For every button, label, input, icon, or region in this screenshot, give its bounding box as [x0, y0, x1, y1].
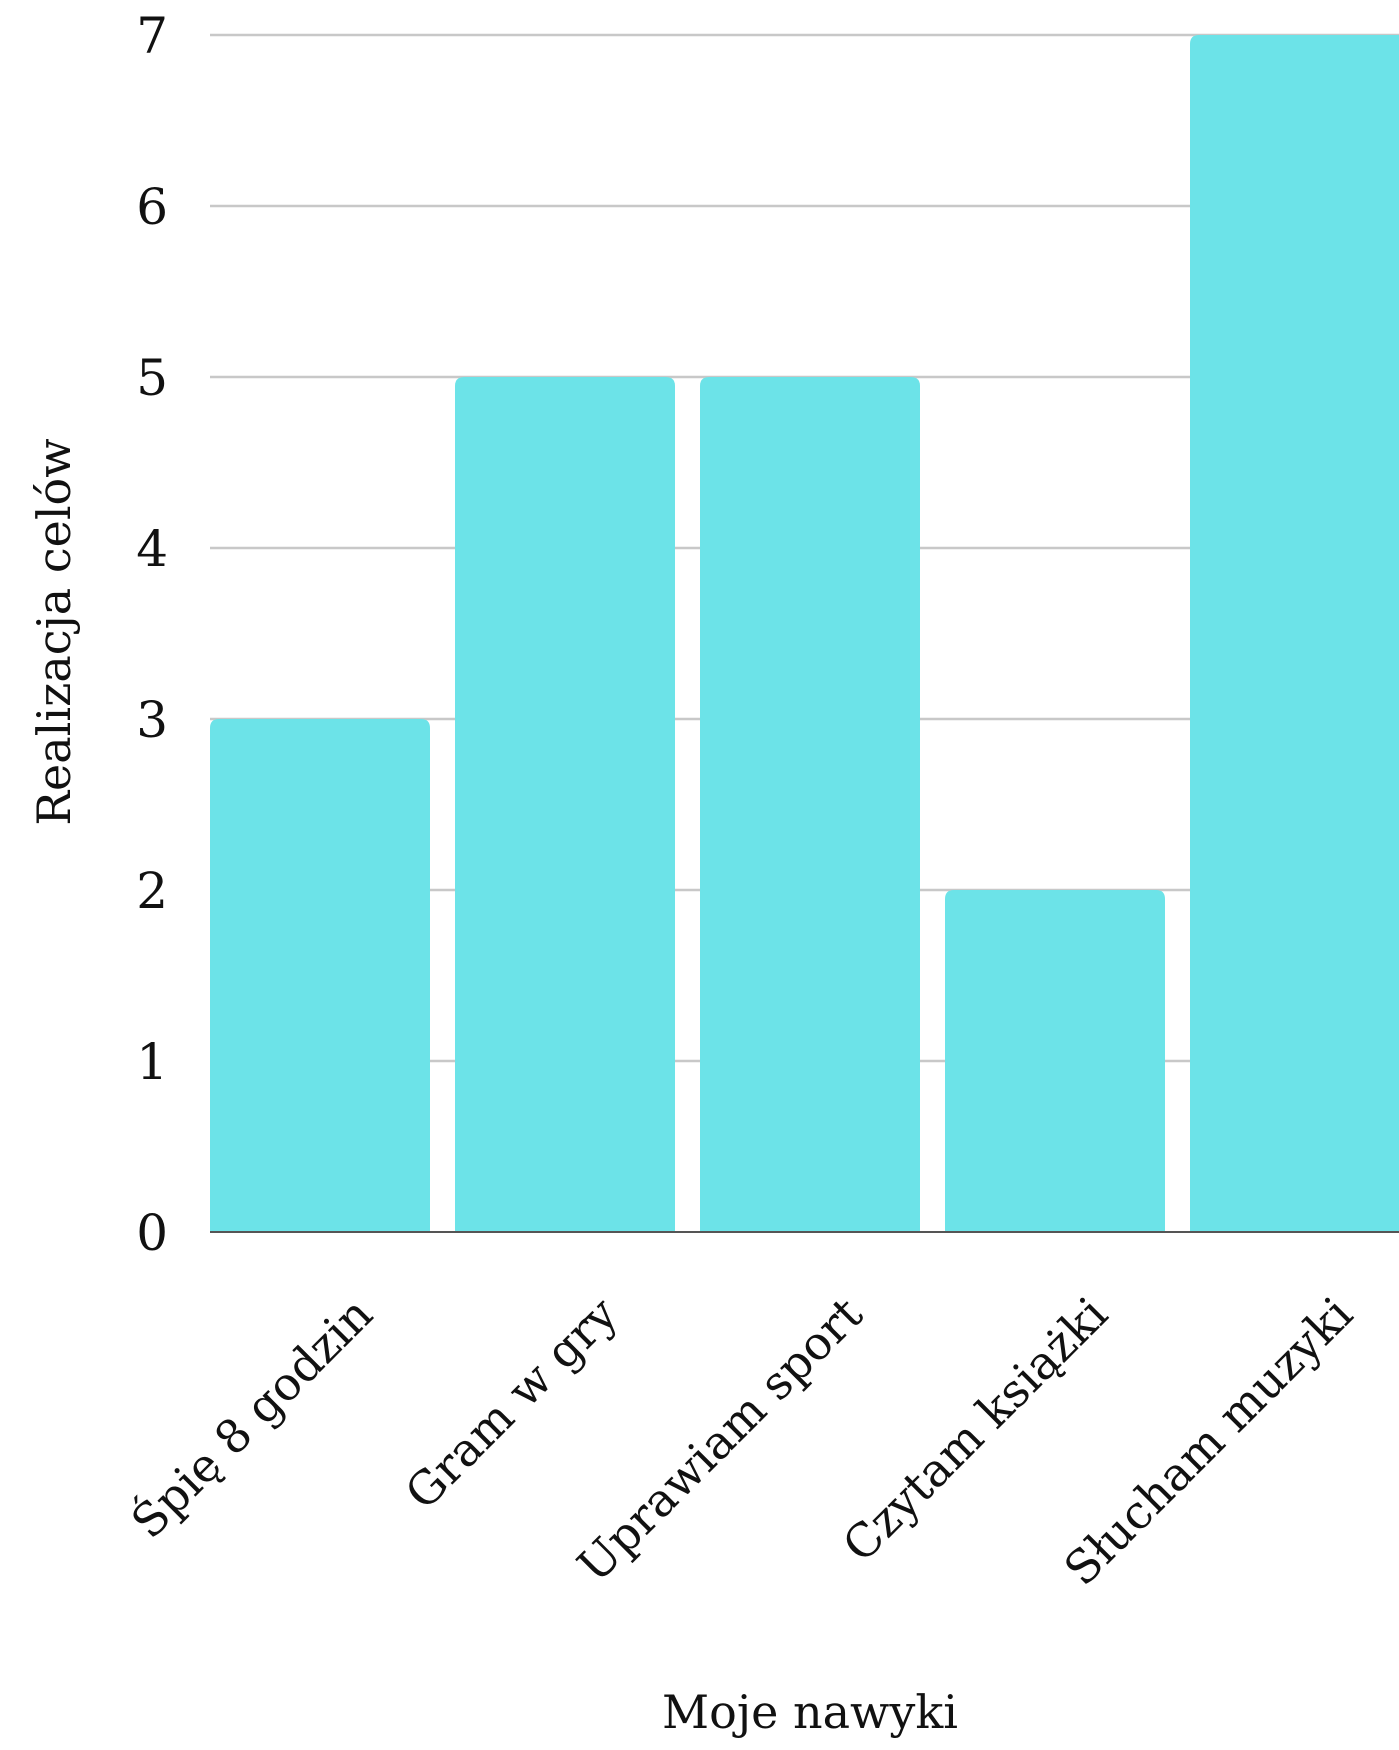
bar: [455, 377, 675, 1232]
y-tick-label: 7: [136, 7, 168, 65]
y-tick-label: 6: [136, 178, 168, 236]
x-tick-label: Czytam książki: [832, 1287, 1118, 1573]
y-tick-label: 2: [136, 862, 168, 920]
y-axis-ticks: 0 1 2 3 4 5 6 7: [136, 7, 168, 1262]
bar: [700, 377, 920, 1232]
bars: [210, 35, 1399, 1232]
bar: [210, 719, 430, 1232]
x-axis-title: Moje nawyki: [662, 1685, 958, 1739]
x-tick-label: Śpię 8 godzin: [120, 1286, 383, 1549]
y-tick-label: 1: [136, 1033, 168, 1091]
bar: [1190, 35, 1399, 1232]
y-tick-label: 0: [136, 1204, 168, 1262]
y-tick-label: 4: [136, 520, 168, 578]
x-tick-label: Gram w gry: [395, 1287, 628, 1520]
bar: [945, 890, 1165, 1232]
y-tick-label: 5: [136, 349, 168, 407]
y-tick-label: 3: [136, 691, 168, 749]
y-axis-title: Realizacja celów: [27, 438, 81, 825]
